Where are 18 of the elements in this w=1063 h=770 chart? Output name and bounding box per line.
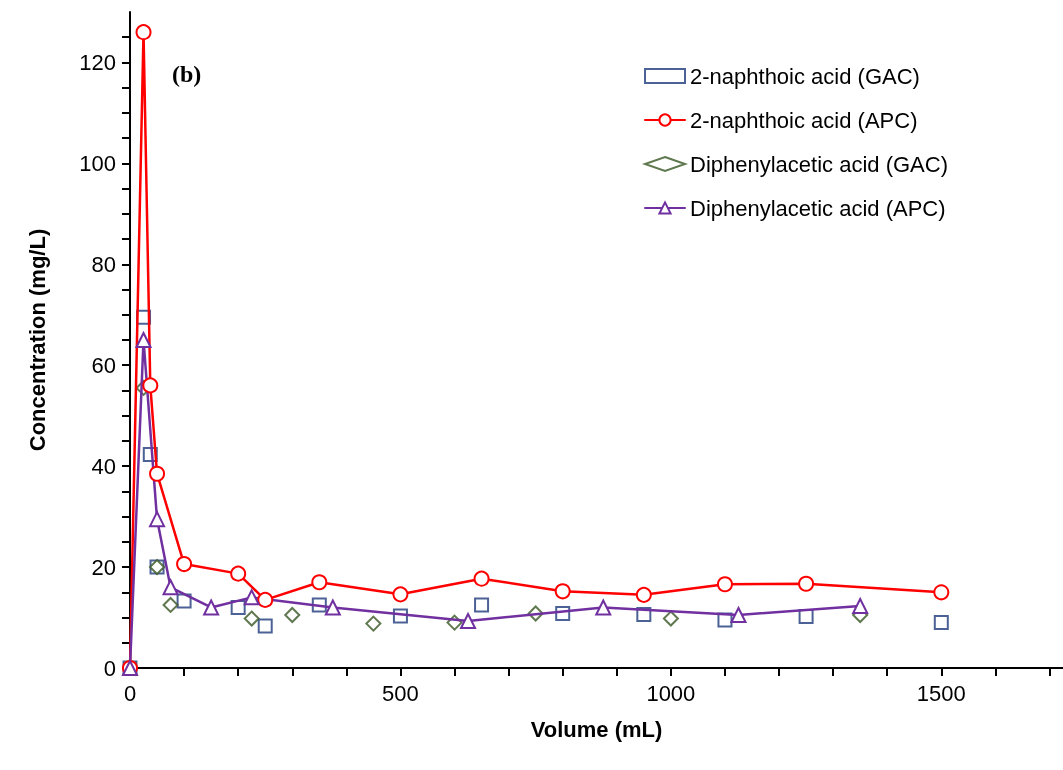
y-tick-label: 100: [79, 150, 116, 176]
x-tick-label: 1500: [916, 680, 966, 706]
y-tick-label: 40: [91, 453, 116, 479]
y-tick-label: 120: [79, 49, 116, 75]
y-tick-label: 20: [91, 554, 116, 580]
legend-label: 2-naphthoic acid (GAC): [690, 63, 920, 89]
legend-label: 2-naphthoic acid (APC): [690, 107, 918, 133]
x-tick-label: 1000: [646, 680, 696, 706]
y-tick-label: 60: [91, 352, 116, 378]
legend-label: Diphenylacetic acid (GAC): [690, 151, 948, 177]
y-tick-label: 0: [103, 655, 116, 681]
legend-label: Diphenylacetic acid (APC): [690, 195, 946, 221]
annotation: (b): [172, 61, 202, 87]
x-tick-label: 500: [382, 680, 419, 706]
x-tick-label: 0: [123, 680, 137, 706]
y-axis-title: Concentration (mg/L): [24, 228, 50, 452]
x-axis-title: Volume (mL): [530, 716, 663, 742]
y-tick-label: 80: [91, 251, 116, 277]
